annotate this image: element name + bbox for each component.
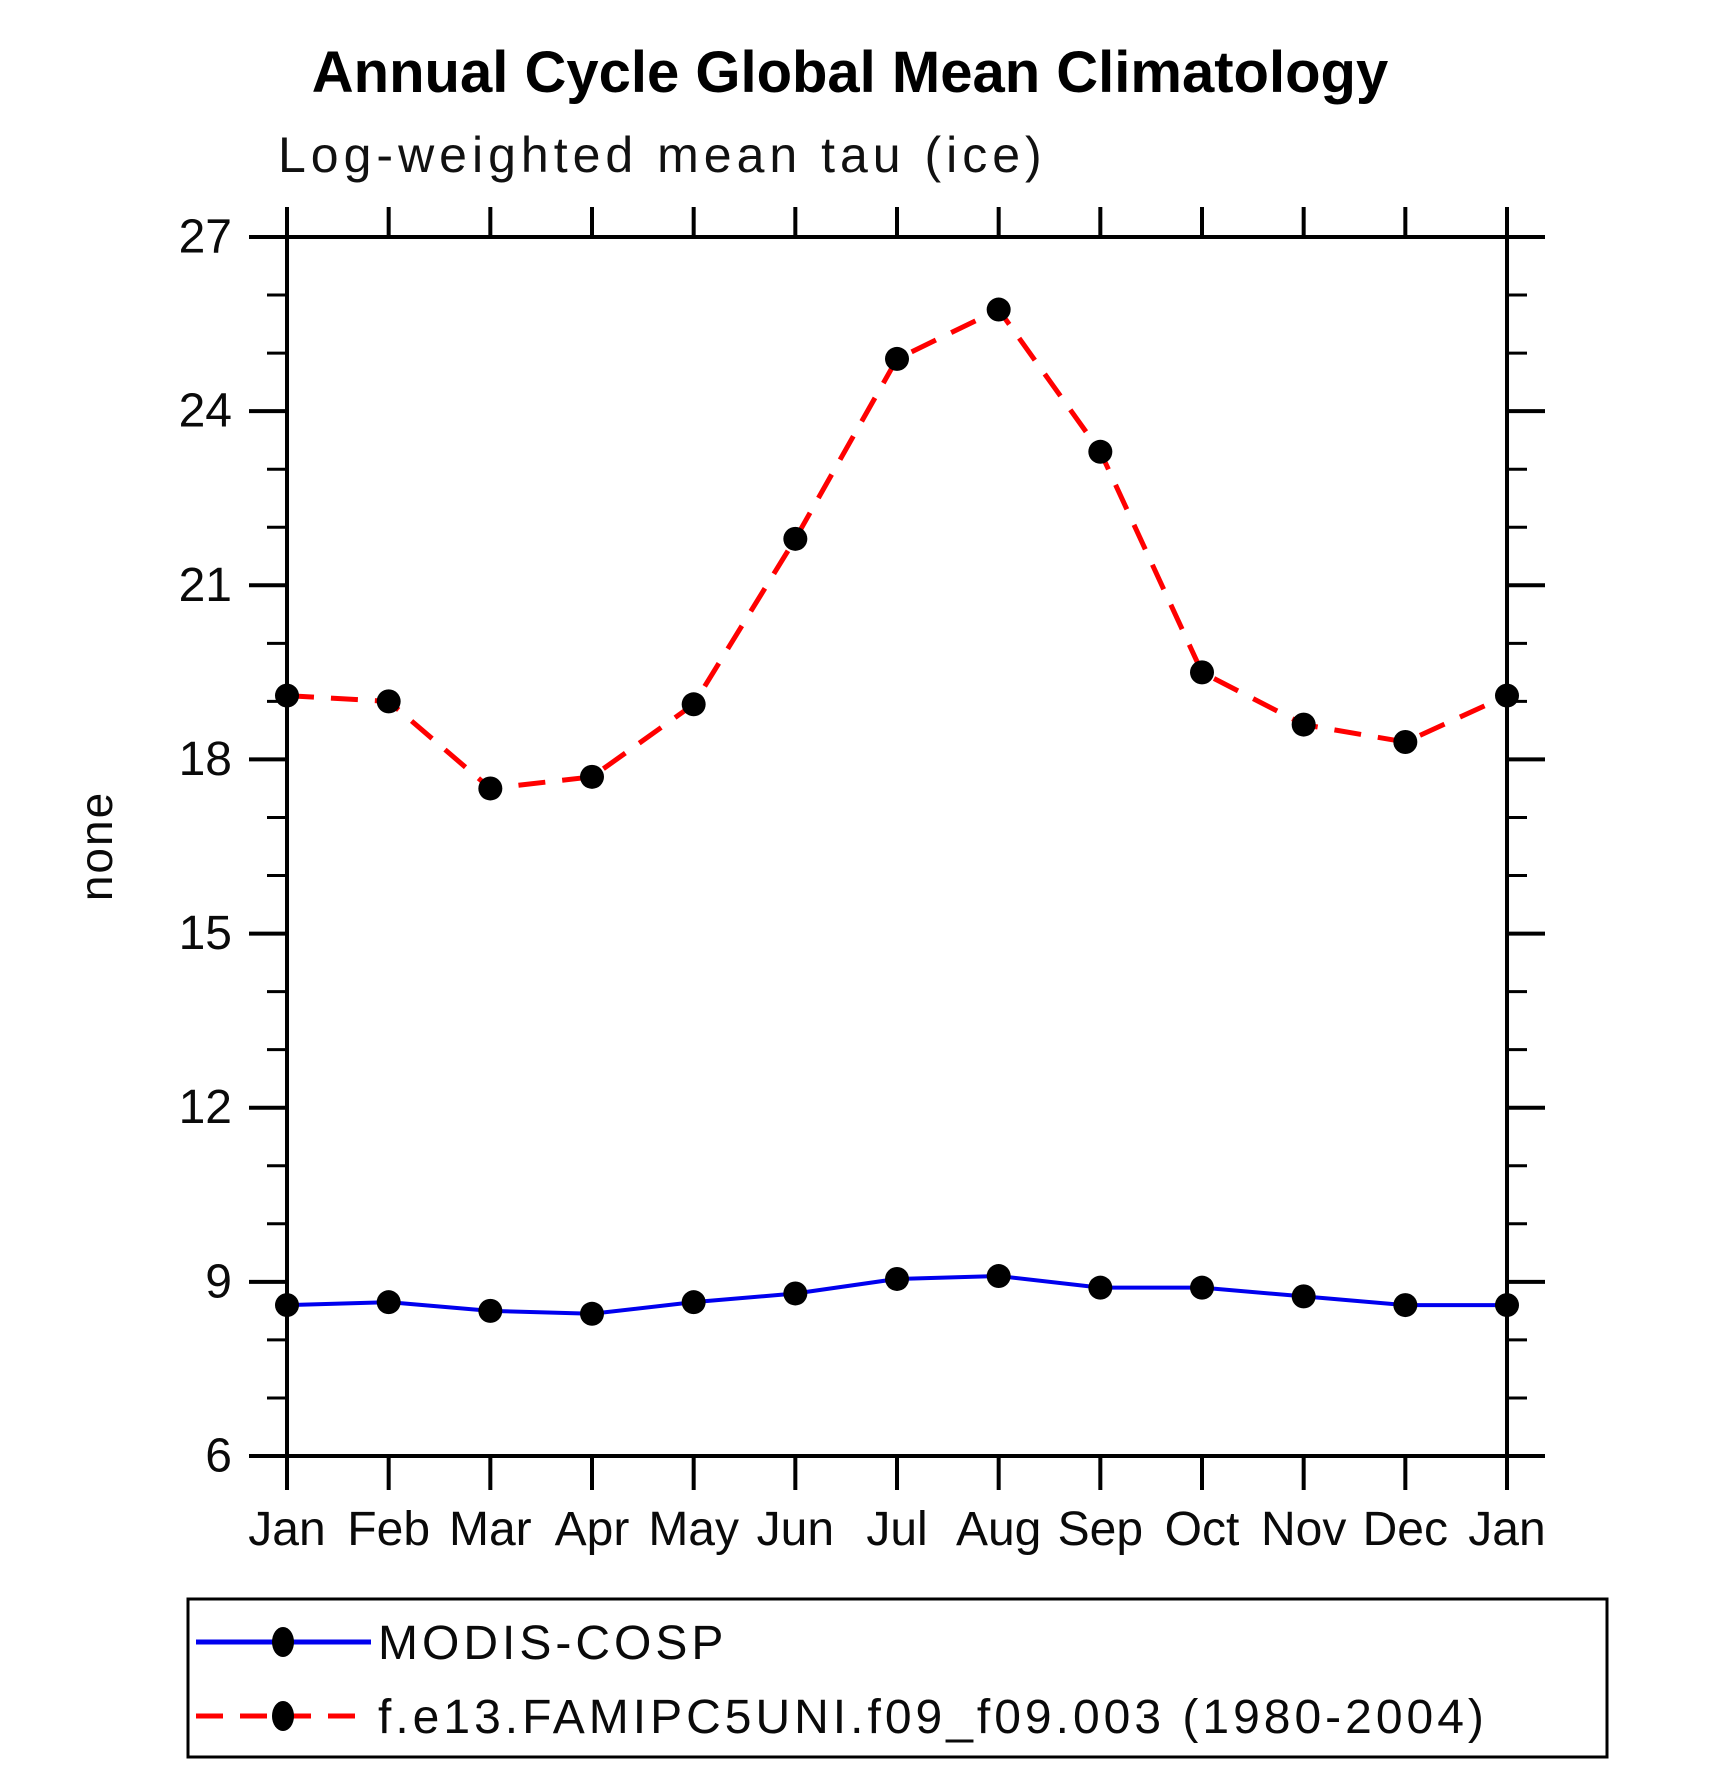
x-tick-label: Jan — [248, 1503, 325, 1556]
x-tick-label: Jun — [757, 1503, 834, 1556]
data-point — [1088, 439, 1113, 464]
data-point — [478, 776, 503, 801]
data-point — [1393, 1293, 1418, 1318]
chart-title: Annual Cycle Global Mean Climatology — [312, 40, 1388, 105]
x-tick-label: Dec — [1363, 1503, 1448, 1556]
x-tick-label: Apr — [555, 1503, 630, 1556]
y-tick-label: 21 — [179, 559, 232, 612]
y-axis-title: none — [70, 791, 122, 901]
x-tick-label: Sep — [1058, 1503, 1143, 1556]
data-point — [1393, 730, 1418, 755]
y-tick-label: 9 — [205, 1255, 232, 1308]
plot-area — [285, 235, 1509, 1458]
x-tick-label: Mar — [449, 1503, 532, 1556]
y-tick-label: 24 — [179, 385, 232, 438]
series-line-1 — [286, 306, 1509, 792]
y-tick-label: 27 — [179, 211, 232, 264]
x-tick-label: Feb — [347, 1503, 430, 1556]
chart-subtitle: Log-weighted mean tau (ice) — [278, 127, 1047, 183]
data-point — [580, 764, 604, 789]
data-point — [783, 1281, 808, 1306]
y-tick-label: 18 — [179, 733, 232, 786]
y-tick-label: 6 — [205, 1430, 232, 1483]
x-tick-label: May — [648, 1503, 739, 1556]
x-tick-label: Aug — [956, 1503, 1041, 1556]
legend-box — [186, 1597, 1609, 1759]
x-tick-label: Nov — [1261, 1503, 1346, 1556]
y-tick-label: 12 — [179, 1081, 232, 1134]
data-point — [885, 1266, 909, 1291]
data-point — [580, 1301, 604, 1326]
x-tick-label: Oct — [1165, 1503, 1240, 1556]
data-point — [783, 526, 808, 551]
data-series — [275, 297, 1519, 1326]
data-point — [986, 1264, 1011, 1289]
y-tick-label: 15 — [179, 907, 232, 960]
data-point — [1291, 712, 1316, 737]
axis-ticks: 6 9 12 15 18 21 24 27 Jan Feb Mar Apr May Jun Jul Aug Se… — [179, 207, 1546, 1556]
data-point — [986, 297, 1011, 322]
legend-label-modis: MODIS-COSP — [378, 1617, 727, 1670]
data-point — [1190, 1275, 1214, 1300]
legend-label-model: f.e13.FAMIPC5UNI.f09_f09.003 (1980-2004) — [378, 1691, 1488, 1744]
data-point — [376, 1290, 401, 1315]
x-tick-label: Jan — [1468, 1503, 1545, 1556]
data-point — [681, 692, 706, 717]
legend-marker-modis — [272, 1627, 294, 1657]
data-point — [478, 1298, 503, 1323]
data-point — [376, 689, 401, 714]
data-point — [885, 346, 909, 371]
data-point — [1291, 1284, 1316, 1309]
legend: MODIS-COSP f.e13.FAMIPC5UNI.f09_f09.003 … — [186, 1597, 1609, 1759]
data-point — [1088, 1275, 1113, 1300]
data-point — [1190, 660, 1214, 685]
data-point — [681, 1290, 706, 1315]
legend-marker-model — [272, 1701, 294, 1731]
x-tick-label: Jul — [866, 1503, 927, 1556]
